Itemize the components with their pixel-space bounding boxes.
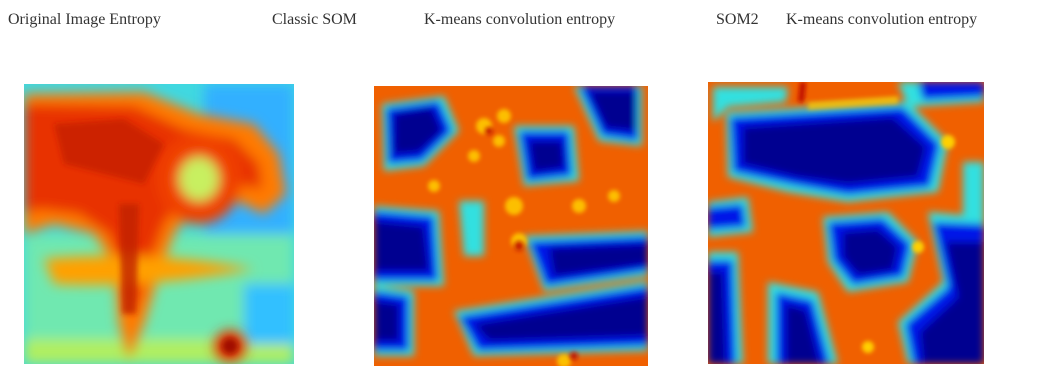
caption-original-image-entropy: Original Image Entropy (8, 11, 161, 28)
caption-som2-kmeans-entropy: K-means convolution entropy (786, 11, 978, 28)
caption-classic-som: Classic SOM (272, 11, 357, 28)
caption-classic-kmeans-entropy: K-means convolution entropy (424, 11, 616, 28)
original-image-entropy-map (24, 84, 294, 364)
classic-som-kmeans-entropy-map (374, 86, 648, 366)
caption-som2: SOM2 (716, 11, 759, 28)
som2-kmeans-entropy-map (708, 82, 984, 364)
